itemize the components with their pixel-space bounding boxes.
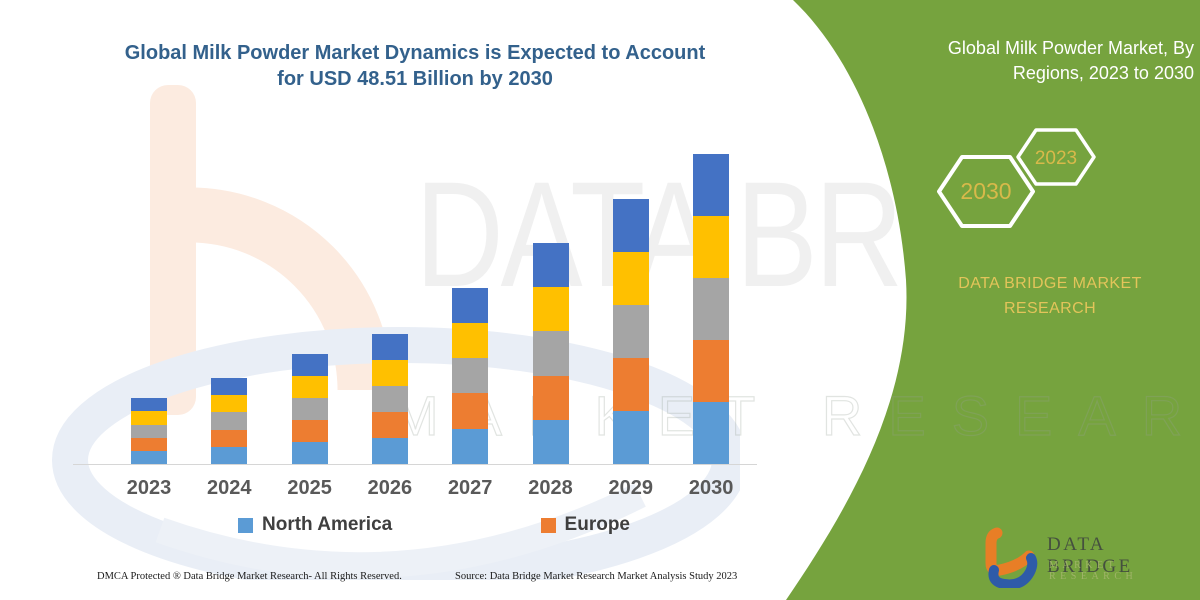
watermark-marketresearch-text: MARKET RESEARCH — [391, 383, 1200, 447]
hexagon-2030: 2030 — [937, 155, 1035, 228]
x-tick-2030: 2030 — [688, 477, 734, 499]
bar-segment-unlabeled-darkblue — [211, 377, 248, 395]
bar-segment-Europe — [371, 411, 408, 438]
bar-segment-unlabeled-yellow — [131, 411, 167, 425]
hexagon-2023: 2023 — [1016, 128, 1096, 186]
bar-segment-North America — [131, 450, 167, 464]
chart-title-line1: Global Milk Powder Market Dynamics is Ex… — [124, 42, 706, 64]
right-panel-heading-line2: Regions, 2023 to 2030 — [1012, 62, 1194, 83]
bar-chart — [75, 0, 755, 464]
legend-swatch — [238, 517, 253, 533]
bar-segment-unlabeled-gray — [532, 331, 569, 376]
brand-caption-line1: DATA BRIDGE MARKET — [958, 275, 1142, 292]
bar-segment-North America — [371, 437, 408, 464]
bar-stack-2030 — [693, 154, 730, 464]
bar-segment-unlabeled-darkblue — [532, 242, 569, 288]
bar-segment-unlabeled-gray — [612, 304, 649, 358]
x-tick-2023: 2023 — [126, 477, 172, 499]
x-axis-line — [73, 464, 757, 465]
legend-item-north-america: North America — [238, 514, 392, 536]
logo-sub-text: MARKET RESEARCH — [1049, 560, 1138, 582]
bar-segment-North America — [532, 419, 569, 464]
x-tick-2027: 2027 — [447, 477, 493, 499]
databridge-b-icon — [985, 527, 1038, 590]
x-tick-2029: 2029 — [608, 477, 654, 499]
bar-segment-Europe — [452, 393, 489, 429]
bar-segment-unlabeled-darkblue — [452, 287, 489, 323]
legend-label: Europe — [564, 514, 630, 535]
right-panel-heading: Global Milk Powder Market, By Regions, 2… — [880, 36, 1194, 86]
x-tick-2024: 2024 — [207, 477, 252, 499]
brand-caption: DATA BRIDGE MARKET RESEARCH — [928, 272, 1172, 322]
logo-brand-text: DATA BRIDGE — [1047, 534, 1133, 577]
bar-segment-unlabeled-gray — [693, 278, 730, 341]
bar-segment-unlabeled-yellow — [452, 322, 489, 359]
right-panel-heading-line1: Global Milk Powder Market, By — [947, 38, 1194, 58]
bar-segment-unlabeled-gray — [452, 358, 489, 394]
bar-segment-Europe — [131, 437, 167, 451]
bar-segment-North America — [693, 402, 730, 464]
bar-segment-unlabeled-gray — [131, 424, 167, 438]
bar-segment-unlabeled-gray — [211, 412, 248, 430]
bar-segment-unlabeled-darkblue — [371, 333, 408, 360]
databridge-logo: DATA BRIDGE MARKET RESEARCH — [983, 526, 1195, 590]
bar-segment-Europe — [693, 340, 730, 403]
bar-segment-unlabeled-darkblue — [693, 154, 730, 217]
bar-stack-2025 — [291, 354, 328, 464]
x-axis-labels: 2023 2024 2025 2026 2027 2028 2029 2030 — [75, 477, 755, 503]
bar-stack-2027 — [452, 287, 489, 464]
bar-segment-North America — [211, 446, 248, 464]
bar-segment-Europe — [532, 375, 569, 420]
brand-caption-line2: RESEARCH — [1003, 299, 1097, 317]
bar-stack-2024 — [211, 377, 248, 464]
hexagon-2023-label: 2023 — [1035, 148, 1077, 169]
bar-segment-unlabeled-yellow — [612, 251, 649, 305]
bar-segment-North America — [612, 410, 649, 464]
bar-segment-unlabeled-yellow — [291, 376, 328, 399]
x-tick-2025: 2025 — [287, 477, 332, 499]
legend-label: North America — [262, 514, 393, 535]
footer-dmca: DMCA Protected ® Data Bridge Market Rese… — [97, 571, 402, 582]
bar-segment-North America — [452, 428, 489, 464]
chart-legend: North America Europe — [238, 514, 630, 536]
hexagon-2030-label: 2030 — [960, 178, 1011, 204]
bar-segment-unlabeled-yellow — [211, 395, 248, 413]
bar-segment-unlabeled-yellow — [371, 359, 408, 386]
legend-item-europe: Europe — [540, 514, 630, 536]
footer-source: Source: Data Bridge Market Research Mark… — [455, 571, 738, 582]
chart-title: Global Milk Powder Market Dynamics is Ex… — [95, 40, 735, 93]
bar-stack-2028 — [532, 242, 569, 464]
bar-segment-unlabeled-gray — [371, 385, 408, 412]
bar-stack-2029 — [612, 198, 649, 464]
bar-segment-unlabeled-darkblue — [612, 198, 649, 252]
bar-segment-unlabeled-darkblue — [291, 354, 328, 377]
chart-title-line2: for USD 48.51 Billion by 2030 — [277, 68, 553, 91]
bar-stack-2026 — [371, 333, 408, 464]
bar-segment-unlabeled-yellow — [693, 216, 730, 279]
bar-segment-Europe — [211, 429, 248, 447]
bar-segment-North America — [291, 442, 328, 464]
bar-stack-2023 — [131, 398, 167, 464]
bar-segment-Europe — [612, 357, 649, 411]
bar-segment-unlabeled-yellow — [532, 287, 569, 332]
legend-swatch — [540, 517, 556, 533]
bar-segment-unlabeled-darkblue — [131, 398, 167, 412]
x-tick-2026: 2026 — [367, 477, 413, 499]
x-tick-2028: 2028 — [528, 477, 573, 499]
bar-segment-Europe — [291, 420, 328, 443]
bar-segment-unlabeled-gray — [291, 398, 328, 421]
